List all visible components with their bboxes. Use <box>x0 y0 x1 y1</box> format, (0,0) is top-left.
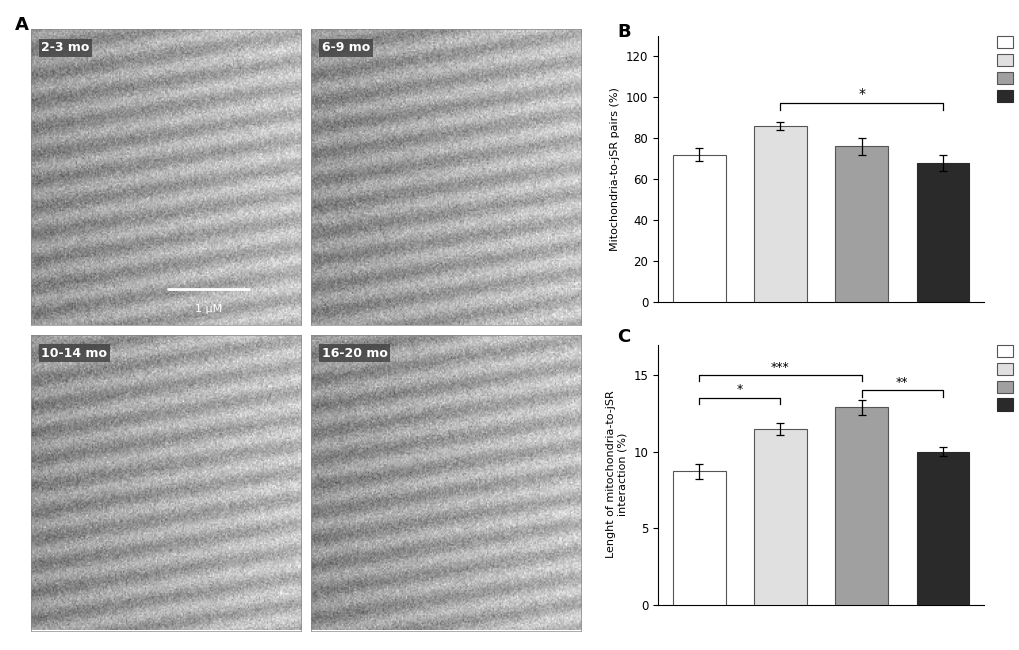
Bar <box>916 452 968 604</box>
Text: *: * <box>857 87 864 101</box>
Bar <box>835 407 888 604</box>
Text: 10-14 mo: 10-14 mo <box>42 346 107 359</box>
Bar <box>673 155 725 302</box>
Bar <box>753 428 806 604</box>
Text: 16-20 mo: 16-20 mo <box>322 346 387 359</box>
Legend: 2 - 3 mo, 6 - 9 mo, 10 -14 mo, 16 - 20 mo: 2 - 3 mo, 6 - 9 mo, 10 -14 mo, 16 - 20 m… <box>996 36 1019 103</box>
Y-axis label: Mitochondria-to-jSR pairs (%): Mitochondria-to-jSR pairs (%) <box>609 87 620 251</box>
Text: 6-9 mo: 6-9 mo <box>322 41 370 54</box>
Text: A: A <box>15 16 30 34</box>
Bar <box>916 163 968 302</box>
Legend: 2 - 3 mo, 6 - 9 mo, 10 -14 mo, 16 - 20 mo: 2 - 3 mo, 6 - 9 mo, 10 -14 mo, 16 - 20 m… <box>996 345 1019 411</box>
Bar <box>673 471 725 604</box>
Text: C: C <box>616 328 630 346</box>
Bar <box>753 126 806 302</box>
Text: *: * <box>736 384 742 396</box>
Y-axis label: Lenght of mitochondria-to-jSR
interaction (%): Lenght of mitochondria-to-jSR interactio… <box>605 391 627 558</box>
Text: B: B <box>616 23 630 41</box>
Text: 2-3 mo: 2-3 mo <box>42 41 90 54</box>
Text: 1 μM: 1 μM <box>196 304 222 315</box>
Text: ***: *** <box>770 361 789 374</box>
Bar <box>835 146 888 302</box>
Text: **: ** <box>896 376 908 389</box>
